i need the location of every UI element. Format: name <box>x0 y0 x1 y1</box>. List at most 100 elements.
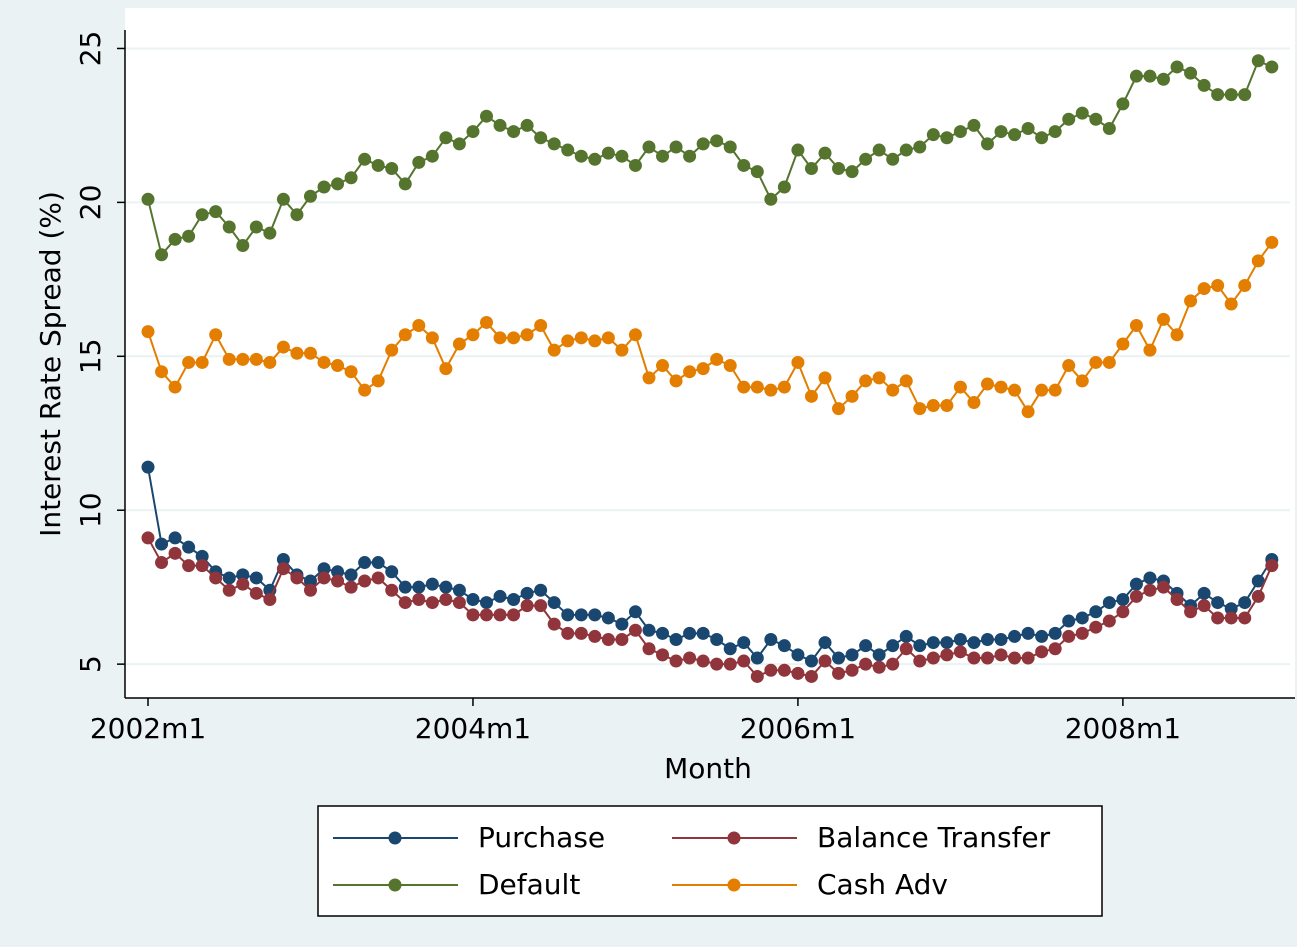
data-point <box>791 355 805 369</box>
data-point <box>1116 592 1130 606</box>
data-point <box>168 380 182 394</box>
data-point <box>1238 279 1252 293</box>
data-point <box>249 571 263 585</box>
data-point <box>926 399 940 413</box>
y-tick-label: 10 <box>74 492 107 528</box>
data-point <box>155 556 169 570</box>
data-point <box>480 315 493 329</box>
data-point <box>588 152 602 166</box>
data-point <box>574 149 588 163</box>
data-point <box>601 633 615 647</box>
data-point <box>236 568 250 582</box>
data-point <box>209 205 223 219</box>
data-point <box>601 146 615 160</box>
data-point <box>1021 626 1035 640</box>
data-point <box>249 352 263 366</box>
data-point <box>507 608 521 622</box>
data-point <box>872 143 886 157</box>
data-point <box>764 633 778 647</box>
data-point <box>398 177 412 191</box>
data-point <box>263 226 277 240</box>
data-point <box>710 633 724 647</box>
data-point <box>493 608 507 622</box>
data-point <box>493 589 507 603</box>
data-point <box>750 669 764 683</box>
data-point <box>940 648 954 662</box>
data-point <box>520 118 534 132</box>
data-point <box>1048 626 1062 640</box>
data-point <box>480 109 493 123</box>
data-point <box>290 346 304 360</box>
data-point <box>656 359 670 373</box>
data-point <box>1143 583 1157 597</box>
data-point <box>886 383 900 397</box>
data-point <box>913 639 927 653</box>
data-point <box>507 125 521 139</box>
x-tick-label: 2004m1 <box>415 712 531 745</box>
data-point <box>398 580 412 594</box>
data-point <box>601 611 615 625</box>
data-point <box>926 636 940 650</box>
data-point <box>1075 106 1089 120</box>
data-point <box>141 531 155 545</box>
data-point <box>1008 128 1022 142</box>
data-point <box>534 599 548 613</box>
data-point <box>317 571 331 585</box>
data-point <box>669 633 683 647</box>
data-point <box>710 657 724 671</box>
data-point <box>656 626 670 640</box>
data-point <box>940 399 954 413</box>
data-point <box>1197 78 1211 92</box>
data-point <box>1224 611 1238 625</box>
data-point <box>669 374 683 388</box>
data-point <box>507 592 521 606</box>
data-point <box>777 380 791 394</box>
data-point <box>168 232 182 246</box>
data-point <box>1238 611 1252 625</box>
data-point <box>1035 645 1049 659</box>
data-point <box>872 660 886 674</box>
data-point <box>723 140 737 154</box>
data-point <box>764 192 778 206</box>
data-point <box>317 355 331 369</box>
data-point <box>994 380 1008 394</box>
data-point <box>371 571 385 585</box>
data-point <box>276 562 290 576</box>
data-point <box>263 592 277 606</box>
data-point <box>209 571 223 585</box>
data-point <box>588 608 602 622</box>
data-point <box>683 149 697 163</box>
data-point <box>628 605 642 619</box>
data-point <box>1008 629 1022 643</box>
data-point <box>886 657 900 671</box>
data-point <box>750 165 764 179</box>
data-point <box>926 651 940 665</box>
data-point <box>1089 620 1103 634</box>
data-point <box>1184 294 1198 308</box>
data-point <box>1075 611 1089 625</box>
data-point <box>967 636 981 650</box>
data-point <box>818 654 832 668</box>
data-point <box>1008 651 1022 665</box>
data-point <box>1197 586 1211 600</box>
data-point <box>168 531 182 545</box>
data-point <box>899 642 913 656</box>
data-point <box>385 565 399 579</box>
data-point <box>1184 605 1198 619</box>
data-point <box>547 596 561 610</box>
data-point <box>628 623 642 637</box>
data-point <box>832 162 846 176</box>
data-point <box>642 140 656 154</box>
data-point <box>1075 374 1089 388</box>
data-point <box>520 586 534 600</box>
data-point <box>344 568 358 582</box>
data-point <box>1102 596 1116 610</box>
data-point <box>926 128 940 142</box>
data-point <box>480 608 493 622</box>
data-point <box>452 337 466 351</box>
data-point <box>615 343 629 357</box>
data-point <box>317 180 331 194</box>
data-point <box>412 155 426 169</box>
data-point <box>534 319 548 333</box>
